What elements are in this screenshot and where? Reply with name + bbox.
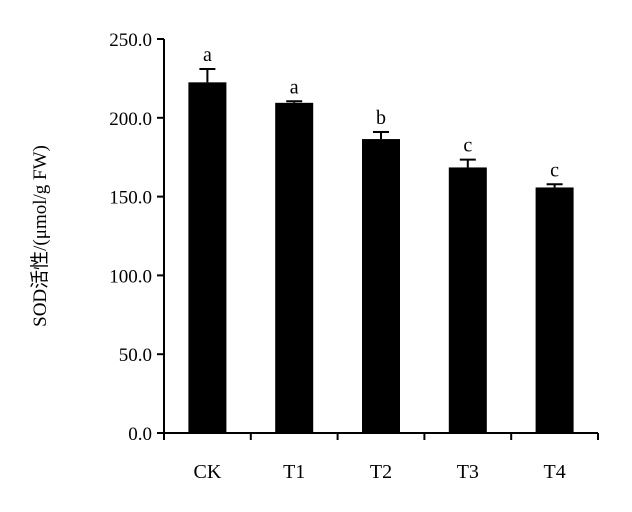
category-label-t3: T3 xyxy=(457,461,479,483)
y-tick-label: 0.0 xyxy=(128,424,152,445)
error-bars xyxy=(199,67,563,188)
category-labels: CK T1 T2 T3 T4 xyxy=(194,461,566,483)
category-label-t2: T2 xyxy=(370,461,392,483)
y-tick-label: 50.0 xyxy=(119,345,152,366)
y-tick-label: 250.0 xyxy=(109,30,152,51)
significance-t4: c xyxy=(550,159,559,181)
bar-t3 xyxy=(448,167,487,433)
significance-labels: a a b c c xyxy=(203,44,559,181)
bar-t2 xyxy=(362,139,400,434)
y-tick-label: 100.0 xyxy=(109,266,152,287)
bars xyxy=(188,82,574,434)
x-ticks xyxy=(163,433,599,440)
significance-t2: b xyxy=(376,107,386,129)
y-tick-label: 150.0 xyxy=(109,188,152,209)
significance-t3: c xyxy=(463,135,472,157)
axes: 0.0 50.0 100.0 150.0 200.0 250.0 xyxy=(109,30,599,445)
significance-t1: a xyxy=(290,76,299,98)
bar-t4 xyxy=(535,187,574,433)
category-label-t1: T1 xyxy=(283,461,305,483)
bar-ck xyxy=(188,82,227,433)
y-axis-title: SOD活性/(μmol/g FW) xyxy=(29,145,51,327)
category-label-ck: CK xyxy=(194,461,222,483)
y-ticks: 0.0 50.0 100.0 150.0 200.0 250.0 xyxy=(109,30,164,445)
category-label-t4: T4 xyxy=(543,461,565,483)
bar-t1 xyxy=(275,102,314,433)
y-tick-label: 200.0 xyxy=(109,109,152,130)
significance-ck: a xyxy=(203,44,212,66)
